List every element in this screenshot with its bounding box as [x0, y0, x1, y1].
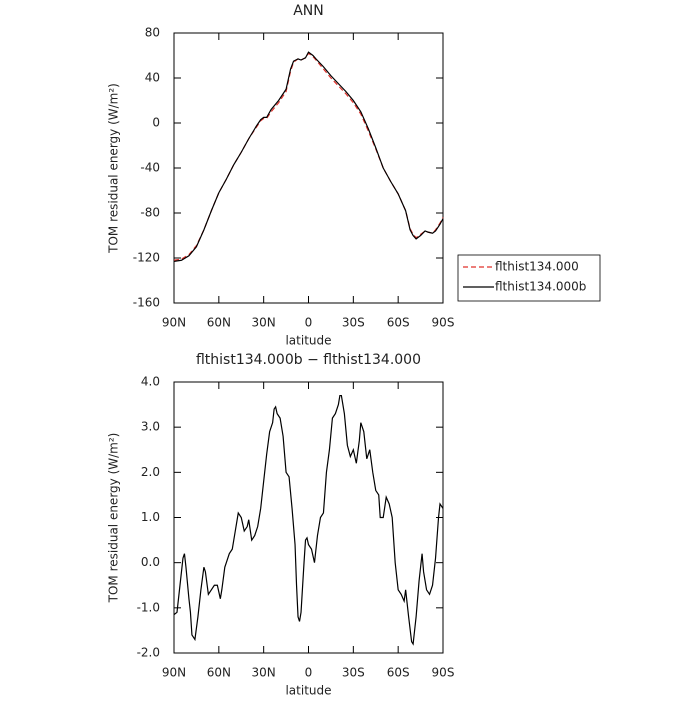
y-tick-label: 0.0 [141, 555, 160, 569]
data-line [173, 52, 444, 261]
y-tick-label: -40 [140, 161, 160, 175]
y-axis-label: TOM residual energy (W/m²) [107, 83, 121, 254]
y-tick-label: 0 [152, 116, 160, 130]
y-tick-label: 40 [145, 71, 160, 85]
chart-title: flthist134.000b − flthist134.000 [196, 352, 421, 368]
y-tick-label: -1.0 [137, 600, 160, 614]
x-tick-label: 30N [252, 666, 276, 680]
y-tick-label: -2.0 [137, 646, 160, 660]
x-tick-label: 60S [387, 316, 410, 330]
x-tick-label: 30N [252, 316, 276, 330]
data-line [173, 51, 444, 262]
x-tick-label: 60N [207, 666, 231, 680]
x-tick-label: 0 [305, 316, 313, 330]
legend-label: flthist134.000b [495, 280, 586, 294]
x-axis-label: latitude [285, 334, 331, 348]
x-axis-label: latitude [285, 684, 331, 698]
y-axis-label: TOM residual energy (W/m²) [107, 433, 121, 604]
x-tick-label: 90S [432, 666, 455, 680]
y-tick-label: 3.0 [141, 420, 160, 434]
x-tick-label: 90N [162, 666, 186, 680]
y-tick-label: 4.0 [141, 375, 160, 389]
data-line [173, 394, 444, 646]
x-tick-label: 30S [342, 666, 365, 680]
y-tick-label: -80 [140, 206, 160, 220]
y-tick-label: -120 [133, 251, 160, 265]
legend-label: flthist134.000 [495, 260, 579, 274]
y-tick-label: 80 [145, 26, 160, 40]
y-tick-label: 2.0 [141, 465, 160, 479]
x-tick-label: 90S [432, 316, 455, 330]
x-tick-label: 0 [305, 666, 313, 680]
y-tick-label: 1.0 [141, 510, 160, 524]
y-tick-label: -160 [133, 296, 160, 310]
x-tick-label: 60S [387, 666, 410, 680]
x-tick-label: 90N [162, 316, 186, 330]
legend-box [457, 254, 601, 302]
plot-frame [173, 32, 444, 304]
x-tick-label: 60N [207, 316, 231, 330]
chart-title: ANN [293, 3, 324, 19]
plot-frame [173, 381, 444, 654]
x-tick-label: 30S [342, 316, 365, 330]
